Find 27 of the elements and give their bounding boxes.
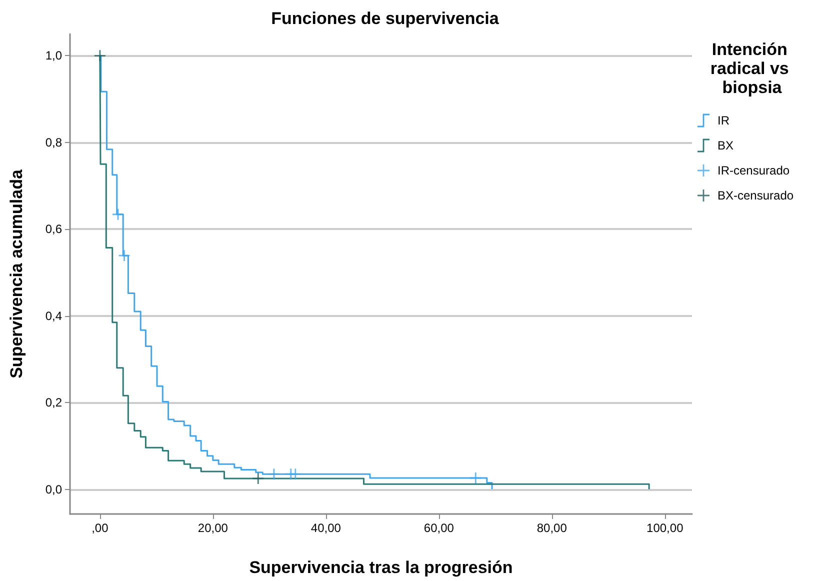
- y-tick-label: 0,6: [45, 222, 62, 236]
- y-axis-title: Supervivencia acumulada: [7, 169, 26, 378]
- point: [469, 472, 482, 484]
- x-tick-label: 40,00: [310, 521, 342, 535]
- legend-label: IR-censurado: [718, 164, 790, 178]
- x-tick-label: 20,00: [198, 521, 228, 535]
- y-tick-label: 0,2: [45, 396, 62, 410]
- x-axis-title: Supervivencia tras la progresión: [249, 558, 513, 577]
- y-tick-label: 0,0: [45, 482, 62, 496]
- y-tick-label: 0,8: [45, 135, 62, 150]
- y-tick-label: 0,4: [45, 308, 62, 323]
- x-tick-label: 80,00: [536, 521, 568, 535]
- chart-title: Funciones de supervivencia: [271, 9, 500, 28]
- legend-label: BX: [718, 138, 734, 152]
- x-tick-label: 60,00: [424, 521, 454, 535]
- legend-title: Intención radical vs biopsia: [710, 40, 794, 97]
- y-tick-label: 1,0: [45, 48, 62, 63]
- point: [118, 249, 130, 262]
- point: [289, 468, 302, 480]
- x-tick-label: ,00: [92, 521, 109, 535]
- legend-label: BX-censurado: [718, 188, 794, 202]
- point: [112, 208, 124, 221]
- legend-label: IR: [718, 114, 730, 128]
- point: [94, 49, 106, 62]
- point: [268, 468, 280, 480]
- point: [252, 472, 264, 485]
- x-tick-label: 100,00: [646, 521, 684, 535]
